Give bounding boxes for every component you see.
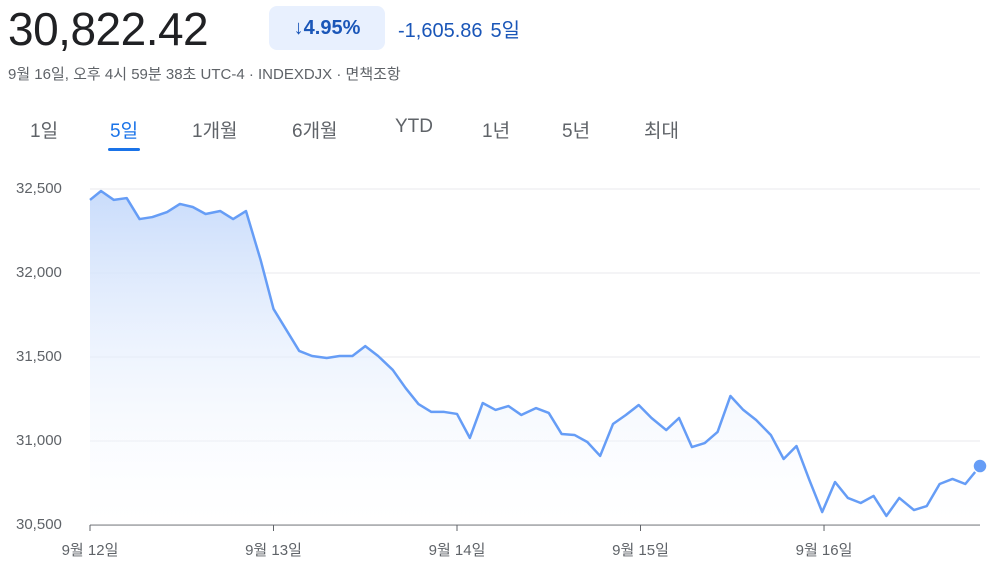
y-tick-label: 32,500 — [16, 180, 62, 197]
range-tab[interactable]: 6개월 — [292, 121, 338, 142]
range-tab[interactable]: 1일 — [30, 121, 59, 142]
subtitle: 9월 16일, 오후 4시 59분 38초 UTC-4 · INDEXDJX ·… — [8, 66, 401, 83]
change-percent-value: 4.95% — [303, 17, 361, 39]
y-tick-label: 31,000 — [16, 432, 62, 449]
y-tick-label: 31,500 — [16, 348, 62, 365]
range-tab[interactable]: 5일 — [107, 116, 141, 151]
x-tick-label: 9월 15일 — [612, 542, 669, 559]
area — [90, 191, 980, 526]
range-tab[interactable]: 1년 — [482, 121, 511, 142]
last-point — [972, 458, 988, 474]
x-tick-label: 9월 16일 — [796, 542, 853, 559]
price: 30,822.42 — [8, 3, 209, 55]
y-tick-label: 30,500 — [16, 516, 62, 533]
period: 5일 — [490, 20, 521, 42]
x-tick-label: 9월 14일 — [429, 542, 486, 559]
range-tab[interactable]: YTD — [395, 116, 433, 137]
range-tab[interactable]: 5년 — [562, 121, 591, 142]
change-percent: ↓4.95% — [269, 6, 385, 50]
x-tick-label: 9월 12일 — [62, 542, 119, 559]
y-tick-label: 32,000 — [16, 264, 62, 281]
change-value: -1,605.86 — [398, 20, 483, 42]
change: -1,605.86 5일 — [398, 14, 528, 43]
range-tab[interactable]: 1개월 — [192, 121, 238, 142]
range-tab[interactable]: 최대 — [644, 121, 679, 142]
line — [89, 189, 981, 518]
x-tick-label: 9월 13일 — [245, 542, 302, 559]
